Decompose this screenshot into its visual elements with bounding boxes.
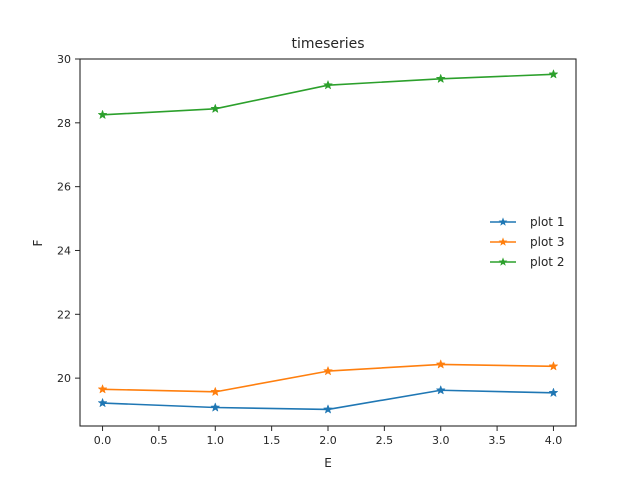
x-tick-label: 1.0 bbox=[207, 434, 225, 447]
x-tick-label: 0.0 bbox=[94, 434, 112, 447]
series-plot-1 bbox=[97, 384, 559, 414]
x-tick-label: 3.5 bbox=[488, 434, 506, 447]
y-tick-label: 28 bbox=[57, 117, 71, 130]
x-tick-label: 4.0 bbox=[545, 434, 563, 447]
y-tick-label: 22 bbox=[57, 308, 71, 321]
data-point bbox=[548, 387, 559, 398]
data-point bbox=[322, 365, 334, 376]
legend-marker bbox=[498, 237, 508, 246]
data-point bbox=[210, 402, 221, 412]
y-axis-label: F bbox=[31, 239, 45, 246]
data-point bbox=[322, 404, 334, 414]
legend-item: plot 3 bbox=[490, 235, 564, 249]
data-point bbox=[435, 73, 446, 84]
legend-label: plot 1 bbox=[530, 215, 564, 229]
legend: plot 1 plot 3 plot 2 bbox=[490, 215, 564, 269]
data-point bbox=[548, 69, 559, 79]
chart-title: timeseries bbox=[291, 36, 364, 52]
data-point bbox=[210, 386, 221, 397]
legend-label: plot 3 bbox=[530, 235, 564, 249]
x-tick-label: 0.5 bbox=[150, 434, 168, 447]
legend-marker bbox=[498, 217, 508, 226]
data-point bbox=[322, 79, 334, 90]
data-point bbox=[548, 361, 559, 371]
data-point bbox=[97, 383, 108, 394]
y-tick-label: 24 bbox=[57, 244, 71, 257]
data-point bbox=[210, 103, 221, 114]
series-plot-3 bbox=[97, 359, 559, 397]
x-axis: 0.0 0.5 1.0 1.5 2.0 2.5 3.0 3.5 4.0 bbox=[94, 426, 562, 447]
data-point bbox=[435, 384, 446, 395]
series-layer bbox=[97, 69, 559, 414]
legend-marker bbox=[498, 257, 508, 266]
series-plot-2 bbox=[97, 69, 559, 120]
data-point bbox=[435, 359, 446, 369]
legend-item: plot 2 bbox=[490, 255, 564, 269]
y-tick-label: 20 bbox=[57, 372, 71, 385]
data-point bbox=[97, 397, 108, 408]
x-axis-label: E bbox=[324, 456, 332, 470]
y-tick-label: 26 bbox=[57, 181, 71, 194]
y-axis: 20 22 24 26 28 30 bbox=[57, 53, 80, 385]
x-tick-label: 3.0 bbox=[432, 434, 450, 447]
y-tick-label: 30 bbox=[57, 53, 71, 66]
x-tick-label: 2.0 bbox=[319, 434, 337, 447]
legend-label: plot 2 bbox=[530, 255, 564, 269]
x-tick-label: 2.5 bbox=[376, 434, 394, 447]
x-tick-label: 1.5 bbox=[263, 434, 281, 447]
legend-item: plot 1 bbox=[490, 215, 564, 229]
data-point bbox=[97, 109, 108, 120]
